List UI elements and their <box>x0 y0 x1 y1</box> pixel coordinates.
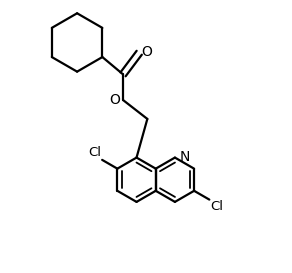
Text: O: O <box>110 93 120 107</box>
Text: O: O <box>141 45 152 59</box>
Text: N: N <box>179 150 190 164</box>
Text: Cl: Cl <box>211 200 223 213</box>
Text: Cl: Cl <box>88 146 101 159</box>
